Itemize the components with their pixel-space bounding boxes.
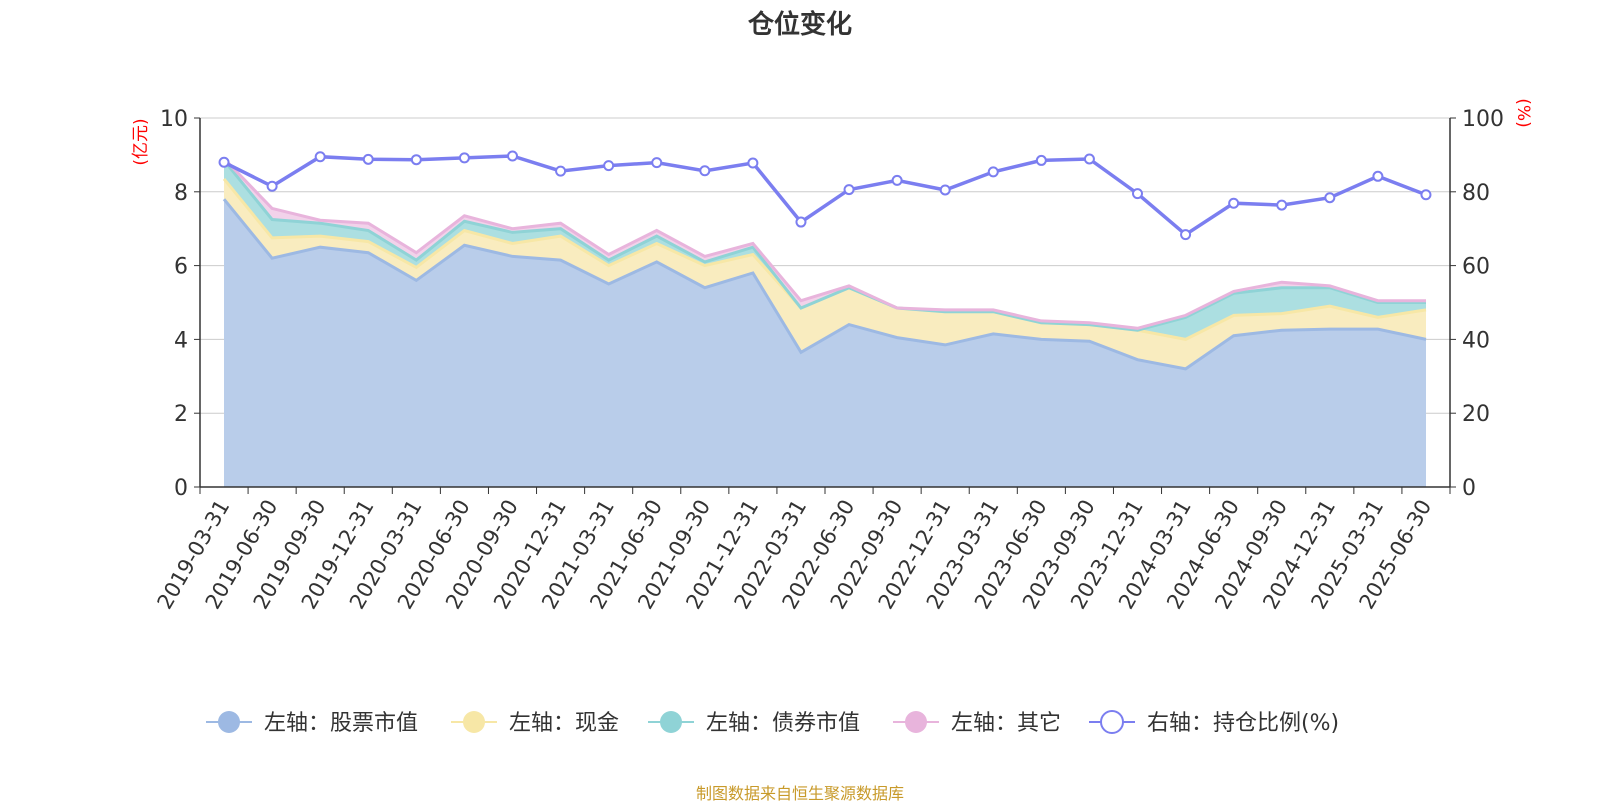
ratio-point[interactable]	[1420, 189, 1432, 201]
ratio-point[interactable]	[1372, 170, 1384, 182]
left-tick-label: 8	[174, 181, 188, 206]
legend-item-1[interactable]: 左轴：现金	[451, 711, 619, 736]
ratio-point[interactable]	[1035, 154, 1047, 166]
ratio-line	[218, 150, 1432, 241]
ratio-point[interactable]	[651, 157, 663, 169]
area-edge-2	[222, 159, 1426, 332]
stacked-areas	[222, 157, 1427, 487]
right-axis-unit: (%)	[1513, 98, 1533, 127]
ratio-point[interactable]	[699, 165, 711, 177]
legend-label: 左轴：现金	[509, 711, 619, 736]
ratio-point[interactable]	[555, 165, 567, 177]
area-edge-0	[222, 198, 1427, 371]
legend[interactable]: 左轴：股票市值 左轴：现金 左轴：债券市值 左轴：其它 右轴：持仓比例(%)	[206, 710, 1339, 736]
ratio-point[interactable]	[507, 150, 518, 162]
legend-item-3[interactable]: 左轴：其它	[893, 711, 1061, 736]
data-source-note: 制图数据来自恒生聚源数据库	[695, 784, 904, 803]
ratio-point[interactable]	[891, 174, 903, 186]
legend-marker	[218, 711, 240, 733]
ratio-point[interactable]	[1324, 192, 1336, 204]
right-tick-label: 20	[1462, 402, 1490, 427]
left-tick-label: 2	[174, 402, 188, 427]
ratio-point[interactable]	[1228, 197, 1240, 209]
ratio-point[interactable]	[795, 216, 807, 228]
right-tick-label: 0	[1462, 476, 1476, 501]
chart-title: 仓位变化	[747, 10, 852, 40]
ratio-point[interactable]	[362, 153, 374, 165]
ratio-point[interactable]	[987, 166, 999, 178]
legend-label: 左轴：股票市值	[264, 711, 418, 736]
legend-marker	[1100, 710, 1124, 734]
ratio-point[interactable]	[1083, 153, 1095, 165]
left-tick-label: 6	[174, 255, 188, 280]
left-tick-label: 10	[160, 107, 188, 132]
ratio-point[interactable]	[314, 151, 326, 163]
right-tick-label: 60	[1462, 255, 1490, 280]
area-3	[224, 158, 1426, 331]
left-axis-unit: (亿元)	[131, 118, 151, 165]
legend-label: 右轴：持仓比例(%)	[1147, 711, 1339, 736]
ratio-point[interactable]	[747, 157, 759, 169]
legend-label: 左轴：其它	[951, 711, 1061, 736]
right-tick-label: 40	[1462, 328, 1490, 353]
legend-item-2[interactable]: 左轴：债券市值	[648, 711, 860, 736]
ratio-point[interactable]	[218, 156, 230, 168]
right-tick-label: 80	[1462, 181, 1490, 206]
ratio-point[interactable]	[266, 180, 278, 192]
area-1	[224, 178, 1426, 369]
area-edge-3	[222, 157, 1426, 330]
ratio-point[interactable]	[939, 184, 951, 196]
area-0	[224, 199, 1426, 487]
ratio-point[interactable]	[1276, 199, 1288, 211]
legend-marker	[660, 711, 682, 733]
ratio-point[interactable]	[603, 160, 615, 172]
left-tick-label: 4	[174, 328, 188, 353]
legend-label: 左轴：债券市值	[706, 711, 860, 736]
ratio-point[interactable]	[1132, 188, 1143, 200]
ratio-point[interactable]	[843, 184, 855, 196]
legend-marker	[463, 711, 485, 733]
ratio-point[interactable]	[1180, 229, 1192, 241]
legend-item-4[interactable]: 右轴：持仓比例(%)	[1089, 710, 1339, 736]
ratio-point[interactable]	[410, 154, 422, 166]
right-tick-label: 100	[1462, 107, 1504, 132]
ratio-point[interactable]	[458, 152, 470, 164]
legend-item-0[interactable]: 左轴：股票市值	[206, 711, 418, 736]
ratio-series-line	[223, 154, 1427, 237]
left-tick-label: 0	[174, 476, 188, 501]
legend-marker	[905, 711, 927, 733]
